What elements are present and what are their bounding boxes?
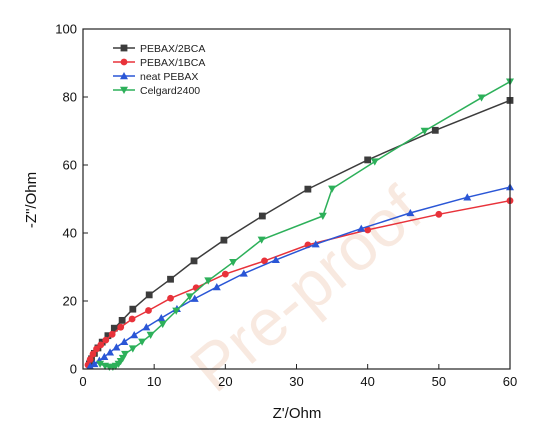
legend-label: neat PEBAX bbox=[140, 71, 198, 83]
data-point bbox=[145, 291, 153, 299]
data-point bbox=[364, 226, 372, 234]
data-point bbox=[304, 185, 312, 193]
x-tick-label: 60 bbox=[503, 374, 517, 389]
data-point bbox=[431, 126, 439, 134]
y-tick-label: 60 bbox=[63, 158, 77, 173]
legend-marker bbox=[120, 72, 128, 80]
data-point bbox=[157, 314, 166, 322]
data-point bbox=[221, 270, 229, 278]
data-point bbox=[117, 323, 125, 331]
data-point bbox=[142, 323, 151, 331]
data-point bbox=[86, 362, 95, 370]
data-point bbox=[86, 356, 94, 363]
data-point bbox=[477, 94, 486, 102]
x-axis-title: Z'/Ohm bbox=[273, 405, 322, 422]
data-point bbox=[185, 293, 194, 301]
x-tick-label: 0 bbox=[79, 374, 86, 389]
data-point bbox=[271, 255, 280, 264]
data-point bbox=[406, 208, 415, 217]
data-point bbox=[89, 350, 97, 358]
data-point bbox=[311, 240, 320, 248]
data-point bbox=[104, 332, 112, 340]
legend-item-2: neat PEBAX bbox=[113, 71, 198, 83]
data-point bbox=[129, 305, 137, 313]
y-tick-label: 100 bbox=[55, 22, 77, 37]
legend-label: PEBAX/2BCA bbox=[140, 43, 205, 55]
axes: 0 10 20 30 40 50 60 0 20 40 60 80 100 bbox=[55, 22, 517, 390]
legend-marker bbox=[120, 86, 128, 94]
data-point bbox=[229, 259, 238, 267]
data-point bbox=[106, 348, 115, 356]
legend-label: PEBAX/1BCA bbox=[140, 57, 205, 69]
series-3 bbox=[96, 78, 514, 371]
data-point bbox=[120, 350, 129, 359]
data-point bbox=[93, 345, 100, 353]
data-point bbox=[190, 257, 198, 265]
data-point bbox=[128, 345, 137, 353]
data-point bbox=[204, 277, 213, 285]
data-point bbox=[435, 210, 443, 218]
legend-marker bbox=[120, 44, 128, 52]
data-point bbox=[370, 158, 379, 166]
legend-label: Celgard2400 bbox=[140, 85, 200, 97]
data-point bbox=[100, 352, 109, 360]
data-point bbox=[97, 341, 105, 349]
data-point bbox=[328, 185, 337, 193]
y-tick-label: 0 bbox=[70, 362, 77, 377]
legend-item-3: Celgard2400 bbox=[113, 85, 200, 97]
data-point bbox=[110, 324, 118, 332]
data-point bbox=[118, 316, 126, 324]
legend-marker bbox=[120, 58, 128, 66]
x-tick-label: 50 bbox=[432, 374, 446, 389]
data-point bbox=[190, 294, 199, 302]
data-point bbox=[364, 156, 372, 164]
data-point bbox=[220, 236, 228, 244]
data-point bbox=[120, 337, 129, 345]
y-tick-label: 40 bbox=[63, 226, 77, 241]
legend: PEBAX/2BCA PEBAX/1BCA neat PEBAX Celgard240… bbox=[113, 43, 205, 97]
data-point bbox=[258, 212, 266, 220]
legend-item-1: PEBAX/1BCA bbox=[113, 57, 205, 69]
legend-item-0: PEBAX/2BCA bbox=[113, 43, 205, 55]
y-tick-label: 20 bbox=[63, 294, 77, 309]
data-point bbox=[212, 283, 221, 291]
x-tick-label: 40 bbox=[360, 374, 374, 389]
data-point bbox=[112, 343, 121, 351]
data-point bbox=[420, 127, 429, 135]
y-axis-title: -Z"/Ohm bbox=[23, 172, 40, 228]
data-point bbox=[318, 212, 327, 220]
data-point bbox=[172, 307, 181, 315]
data-point bbox=[146, 331, 155, 339]
plot-area bbox=[84, 78, 514, 371]
x-tick-label: 30 bbox=[289, 374, 303, 389]
data-point bbox=[239, 269, 248, 277]
x-tick-label: 10 bbox=[147, 374, 161, 389]
data-point bbox=[463, 193, 472, 201]
data-point bbox=[96, 360, 105, 368]
data-point bbox=[167, 294, 174, 302]
x-tick-label: 20 bbox=[218, 374, 232, 389]
data-point bbox=[90, 359, 99, 368]
data-point bbox=[257, 236, 266, 244]
data-point bbox=[357, 224, 366, 232]
data-point bbox=[130, 331, 139, 339]
data-point bbox=[108, 330, 116, 338]
data-point bbox=[158, 320, 167, 329]
data-point bbox=[138, 338, 147, 346]
data-point bbox=[167, 275, 174, 283]
data-point bbox=[261, 257, 268, 265]
y-tick-label: 80 bbox=[63, 90, 77, 105]
data-point bbox=[128, 315, 136, 323]
data-point bbox=[145, 307, 152, 314]
data-point bbox=[102, 336, 110, 344]
